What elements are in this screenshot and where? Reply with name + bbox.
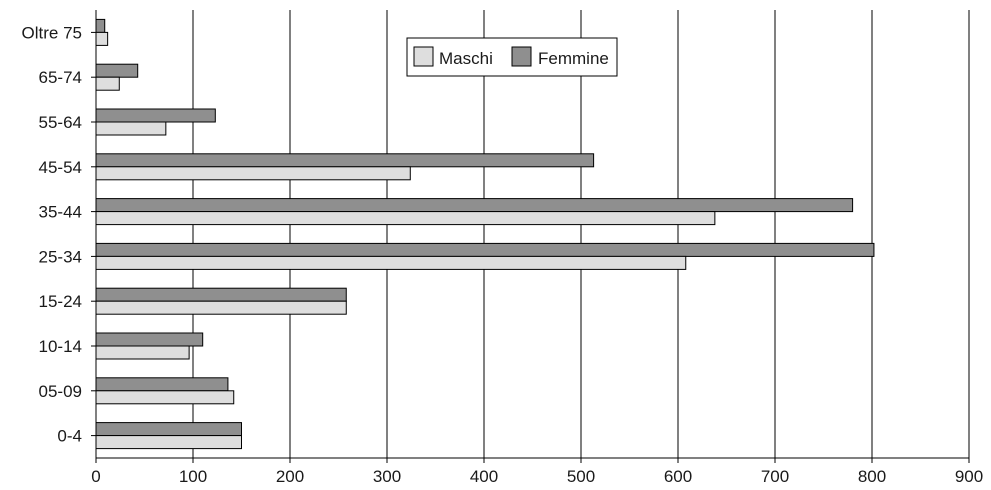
bar-femmine-45-54 (95, 153, 595, 168)
legend-label-maschi: Maschi (439, 49, 493, 68)
legend-label-femmine: Femmine (538, 49, 609, 68)
y-tick-label-65-74: 65-74 (39, 68, 82, 87)
y-tick-label-0-4: 0-4 (57, 427, 82, 446)
bar-maschi-0-4 (95, 435, 242, 450)
y-tick-label-10-14: 10-14 (39, 337, 82, 356)
bar-maschi-05-09 (95, 390, 235, 405)
bar-maschi-10-14 (95, 345, 190, 360)
y-tick-label-45-54: 45-54 (39, 158, 82, 177)
axes (91, 10, 970, 463)
bar-maschi-45-54 (95, 166, 411, 181)
bar-femmine-35-44 (95, 198, 854, 213)
legend-swatch-maschi (413, 46, 434, 67)
x-tick-label-300: 300 (373, 467, 401, 486)
bar-femmine-65-74 (95, 63, 139, 78)
x-tick-label-500: 500 (567, 467, 595, 486)
bar-maschi-55-64 (95, 121, 167, 136)
bar-maschi-65-74 (95, 76, 120, 91)
bar-femmine-10-14 (95, 332, 204, 347)
y-tick-label-oltre-75: Oltre 75 (22, 23, 82, 42)
bar-femmine-55-64 (95, 108, 216, 123)
bars (95, 18, 875, 450)
y-tick-label-15-24: 15-24 (39, 292, 82, 311)
y-tick-label-05-09: 05-09 (39, 382, 82, 401)
bar-femmine-05-09 (95, 377, 229, 392)
bar-femmine-25-34 (95, 242, 875, 257)
bar-femmine-oltre-75 (95, 18, 106, 33)
x-tick-label-100: 100 (179, 467, 207, 486)
x-tick-label-200: 200 (276, 467, 304, 486)
x-tick-label-400: 400 (470, 467, 498, 486)
x-tick-label-0: 0 (91, 467, 100, 486)
y-tick-label-55-64: 55-64 (39, 113, 82, 132)
legend-swatch-femmine (511, 46, 532, 67)
x-tick-label-900: 900 (955, 467, 983, 486)
bar-maschi-25-34 (95, 255, 687, 270)
bar-maschi-35-44 (95, 211, 716, 226)
bar-maschi-15-24 (95, 300, 347, 315)
bar-femmine-15-24 (95, 287, 347, 302)
y-tick-label-25-34: 25-34 (39, 247, 82, 266)
gridlines (192, 10, 970, 458)
legend: Maschi Femmine (406, 37, 618, 77)
bar-maschi-oltre-75 (95, 31, 109, 46)
tick-labels: 0 100 200 300 400 500 600 700 800 900 0-4 05-09 10-1… (22, 23, 984, 486)
y-tick-label-35-44: 35-44 (39, 203, 82, 222)
x-tick-label-600: 600 (664, 467, 692, 486)
x-tick-label-700: 700 (761, 467, 789, 486)
bar-femmine-0-4 (95, 422, 242, 437)
x-tick-label-800: 800 (858, 467, 886, 486)
